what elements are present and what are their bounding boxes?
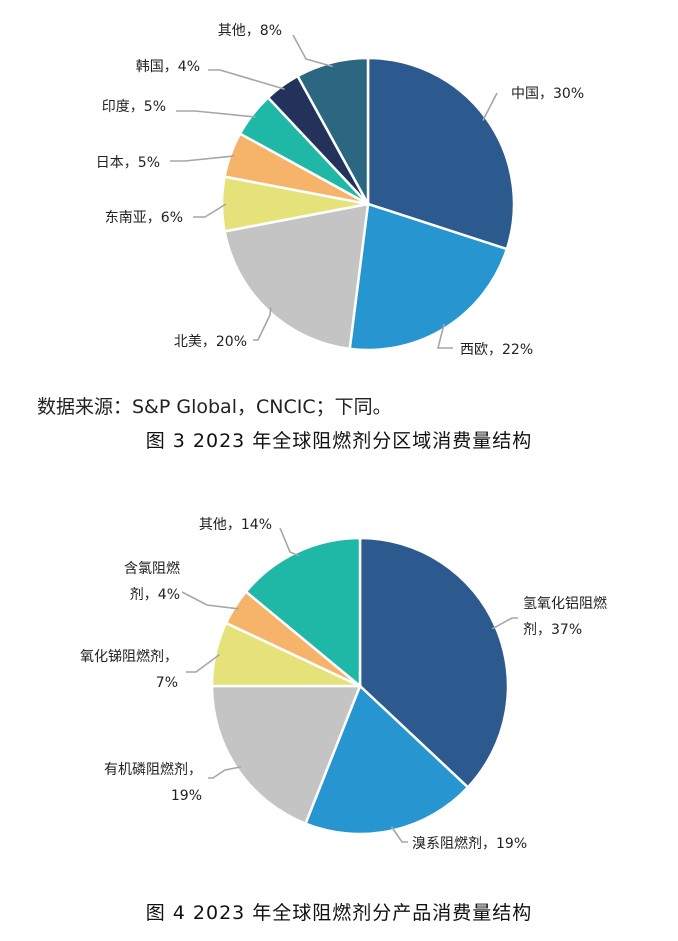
product-pie-chart: 氢氧化铝阻燃 剂，37% 溴系阻燃剂，19% 有机磷阻燃剂， 19% 氧化锑阻燃剂， 7% 含… [0,490,678,885]
region-label-1: 西欧，22% [460,342,533,358]
region-slice-2 [223,202,370,351]
product-leader-line-2 [208,766,242,779]
figure-3-caption: 图 3 2023 年全球阻燃剂分区域消费量结构 [145,430,533,452]
region-leader-line-2 [253,307,272,341]
product-slice-5 [244,536,362,689]
product-leader-line-0 [491,617,518,630]
region-slice-1 [348,202,509,352]
figure-4-caption: 图 4 2023 年全球阻燃剂分产品消费量结构 [145,902,533,924]
product-label-5: 其他，14% [199,517,272,533]
product-leader-line-1 [390,826,408,843]
region-slice-7 [295,56,370,205]
region-pie-svg: 中国，30% 西欧，22% 北美，20% 东南亚，6% 日本，5% 印度，5% 韩国，4% 其… [96,23,584,358]
region-leader-line-3 [193,203,227,218]
region-leader-line-6 [208,69,285,90]
product-label-0-line-0: 氢氧化铝阻燃 [523,595,607,612]
region-label-0: 中国，30% [511,86,584,102]
product-label-3-line-0: 氧化锑阻燃剂， [80,648,178,665]
region-label-4: 日本，5% [96,155,160,171]
product-label-4-line-0: 含氯阻燃 [124,560,180,577]
region-leader-line-1 [436,323,453,349]
region-label-6: 韩国，4% [136,59,200,75]
region-slice-0 [366,56,516,251]
source-note: 数据来源：S&P Global，CNCIC；下同。 [37,396,392,418]
region-leader-line-0 [482,92,498,121]
product-label-2-line-1: 19% [171,788,202,804]
product-label-0-line-1: 剂，37% [523,622,582,638]
region-leader-line-7 [292,34,333,68]
product-label-4-line-1: 剂，4% [130,587,180,603]
region-leader-line-5 [176,110,256,118]
product-label-2-line-0: 有机磷阻燃剂， [104,761,202,778]
region-leader-line-4 [170,155,235,162]
region-label-5: 印度，5% [102,99,166,115]
product-leader-line-3 [186,653,220,673]
product-label-1: 溴系阻燃剂，19% [412,835,527,852]
product-slice-2 [210,684,362,826]
product-leader-line-4 [181,591,239,610]
region-pie-chart: 中国，30% 西欧，22% 北美，20% 东南亚，6% 日本，5% 印度，5% 韩国，4% 其… [0,0,678,370]
region-label-7: 其他，8% [218,23,282,39]
product-leader-line-5 [279,527,300,557]
region-label-3: 东南亚，6% [105,210,183,226]
product-label-3-line-1: 7% [156,675,178,691]
region-label-2: 北美，20% [174,334,247,350]
